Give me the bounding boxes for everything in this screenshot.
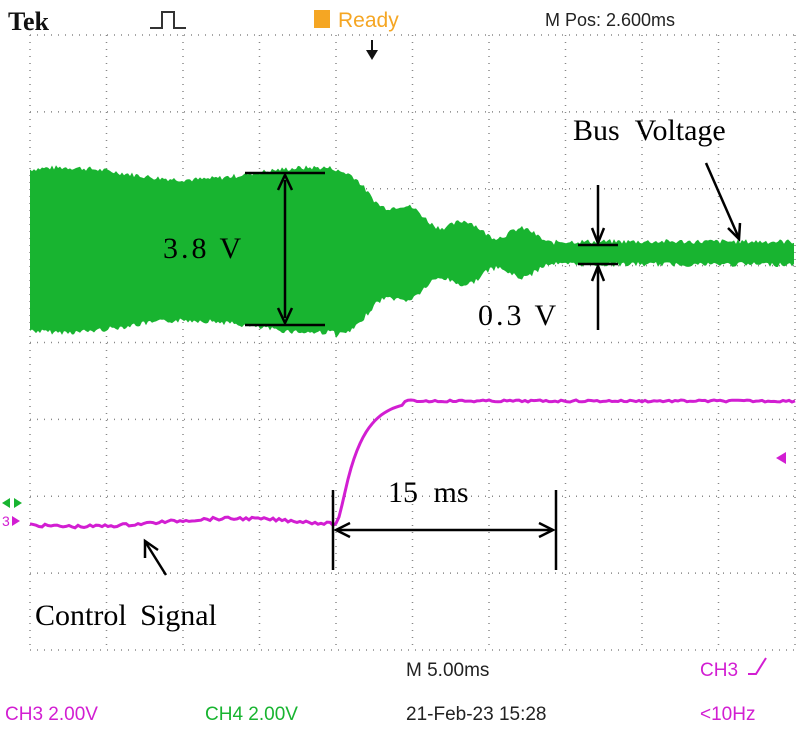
bus-voltage-label: Bus Voltage [573,114,726,147]
ch4-waveform [30,165,794,338]
frequency: <10Hz [700,704,755,725]
ch3-waveform [29,398,796,530]
status-icon [314,10,330,28]
trigger-channel: CH3 [700,660,738,681]
trigger-icon [150,11,186,29]
trigger-slope [748,657,767,675]
amplitude-after-label: 0.3 V [478,299,559,332]
ch3-marker: 3 [2,513,10,529]
ch4-marker [2,498,22,508]
ch3-scale: CH3 2.00V [5,704,98,725]
trigger-position-marker [366,50,378,60]
datetime: 21-Feb-23 15:28 [406,704,547,725]
control-signal-label: Control Signal [35,599,217,632]
graticule [29,34,796,651]
delay-label: 15 ms [388,476,469,509]
ch4-scale: CH4 2.00V [205,704,298,725]
position: M Pos: 2.600ms [545,10,675,30]
status: Ready [338,9,399,32]
ch3-marker-arrow [12,516,20,526]
brand: Tek [8,7,49,36]
timebase: M 5.00ms [406,660,489,681]
amplitude-before-label: 3.8 V [163,232,244,265]
trigger-level-marker [776,452,786,464]
annotation-lines [143,162,742,576]
